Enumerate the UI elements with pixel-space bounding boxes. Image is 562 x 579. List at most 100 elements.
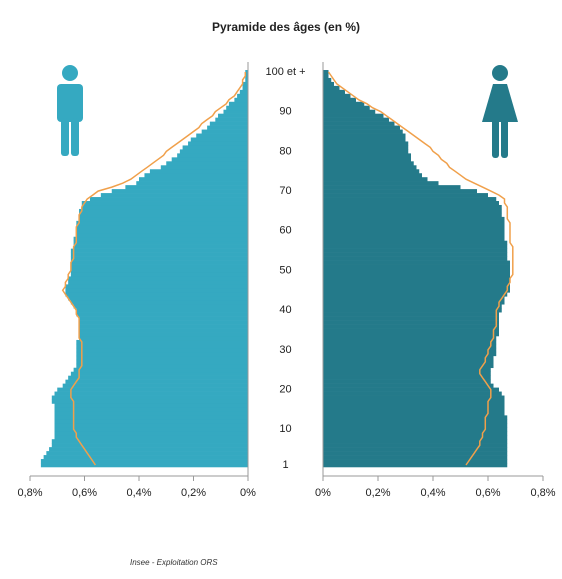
x-tick-label: 0,4% [126, 487, 151, 499]
bar [323, 189, 477, 194]
bar [54, 403, 249, 408]
bar [323, 371, 491, 376]
bar [323, 324, 499, 329]
bar [245, 70, 248, 75]
bar [76, 224, 248, 230]
x-tick-label: 0,6% [475, 487, 500, 499]
age-label: 20 [279, 383, 291, 395]
bar [76, 232, 248, 238]
bar [323, 292, 508, 297]
x-tick-label: 0,6% [72, 487, 97, 499]
bar [323, 411, 505, 416]
bar [65, 379, 248, 384]
bar [207, 125, 248, 130]
bar [323, 435, 508, 440]
bar [70, 264, 248, 269]
bar [323, 451, 508, 456]
bar [100, 193, 248, 198]
bar [323, 431, 508, 436]
bar [177, 153, 248, 158]
bar [65, 288, 248, 293]
bar [242, 81, 248, 87]
bar [323, 447, 508, 452]
bar [54, 423, 249, 428]
bar [323, 165, 417, 170]
chart-title: Pyramide des âges (en %) [212, 20, 360, 34]
bar [323, 204, 502, 210]
bar [323, 455, 508, 460]
bar [226, 105, 248, 111]
bar [62, 383, 249, 388]
bar [70, 300, 248, 305]
bar [149, 169, 248, 174]
bar [73, 244, 248, 249]
bar [323, 161, 414, 166]
bar [166, 161, 248, 166]
bar [323, 105, 370, 111]
bar [70, 371, 248, 376]
bar [323, 133, 406, 138]
bar [79, 212, 248, 218]
bar [73, 236, 248, 242]
bar [79, 316, 248, 321]
age-label: 1 [282, 459, 288, 471]
bar [40, 463, 249, 468]
bar [323, 129, 403, 134]
bar [323, 137, 406, 142]
bar [245, 77, 248, 83]
bar [323, 248, 508, 253]
bar [171, 157, 248, 162]
age-label: 50 [279, 264, 291, 276]
bar [68, 296, 249, 301]
bar [79, 216, 248, 222]
bar [79, 328, 248, 333]
bar [323, 201, 499, 206]
bar [323, 185, 461, 190]
bar [323, 240, 508, 245]
bar [323, 101, 365, 107]
bar [323, 367, 491, 373]
bar [323, 383, 494, 388]
woman-icon [482, 65, 518, 158]
bar [323, 427, 508, 432]
bar [68, 276, 249, 281]
bar [242, 85, 248, 91]
bar [323, 216, 505, 222]
bar [51, 439, 248, 444]
age-label: 70 [279, 185, 291, 197]
bar [54, 427, 249, 432]
bar [323, 304, 502, 309]
bar [65, 292, 248, 297]
bar [179, 149, 248, 154]
bar [323, 256, 508, 261]
bar [70, 256, 248, 261]
bar [76, 228, 248, 234]
bar [323, 463, 508, 468]
bar [323, 169, 420, 174]
age-label: 10 [279, 423, 291, 435]
bar [323, 312, 499, 317]
bar [323, 260, 510, 265]
bar [323, 375, 491, 380]
bar [49, 447, 249, 452]
bar [323, 232, 505, 238]
reference-line [327, 71, 514, 466]
bar [323, 93, 351, 99]
bar [182, 145, 248, 150]
bar [70, 272, 248, 277]
bar [51, 399, 248, 404]
bar [144, 173, 248, 178]
bar [201, 129, 248, 134]
bar [323, 296, 505, 301]
bar [73, 367, 248, 373]
bar [323, 347, 497, 353]
x-tick-label: 0,8% [530, 487, 555, 499]
bar [70, 252, 248, 257]
bar [323, 193, 488, 198]
bar [76, 363, 248, 369]
bar [46, 451, 248, 456]
age-label: 60 [279, 225, 291, 237]
bar [323, 423, 508, 428]
bar [323, 288, 510, 293]
age-label: 90 [279, 106, 291, 118]
